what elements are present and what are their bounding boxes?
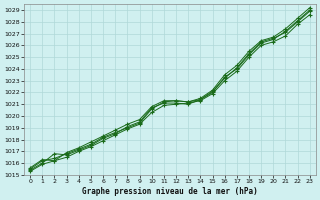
X-axis label: Graphe pression niveau de la mer (hPa): Graphe pression niveau de la mer (hPa) xyxy=(82,187,258,196)
